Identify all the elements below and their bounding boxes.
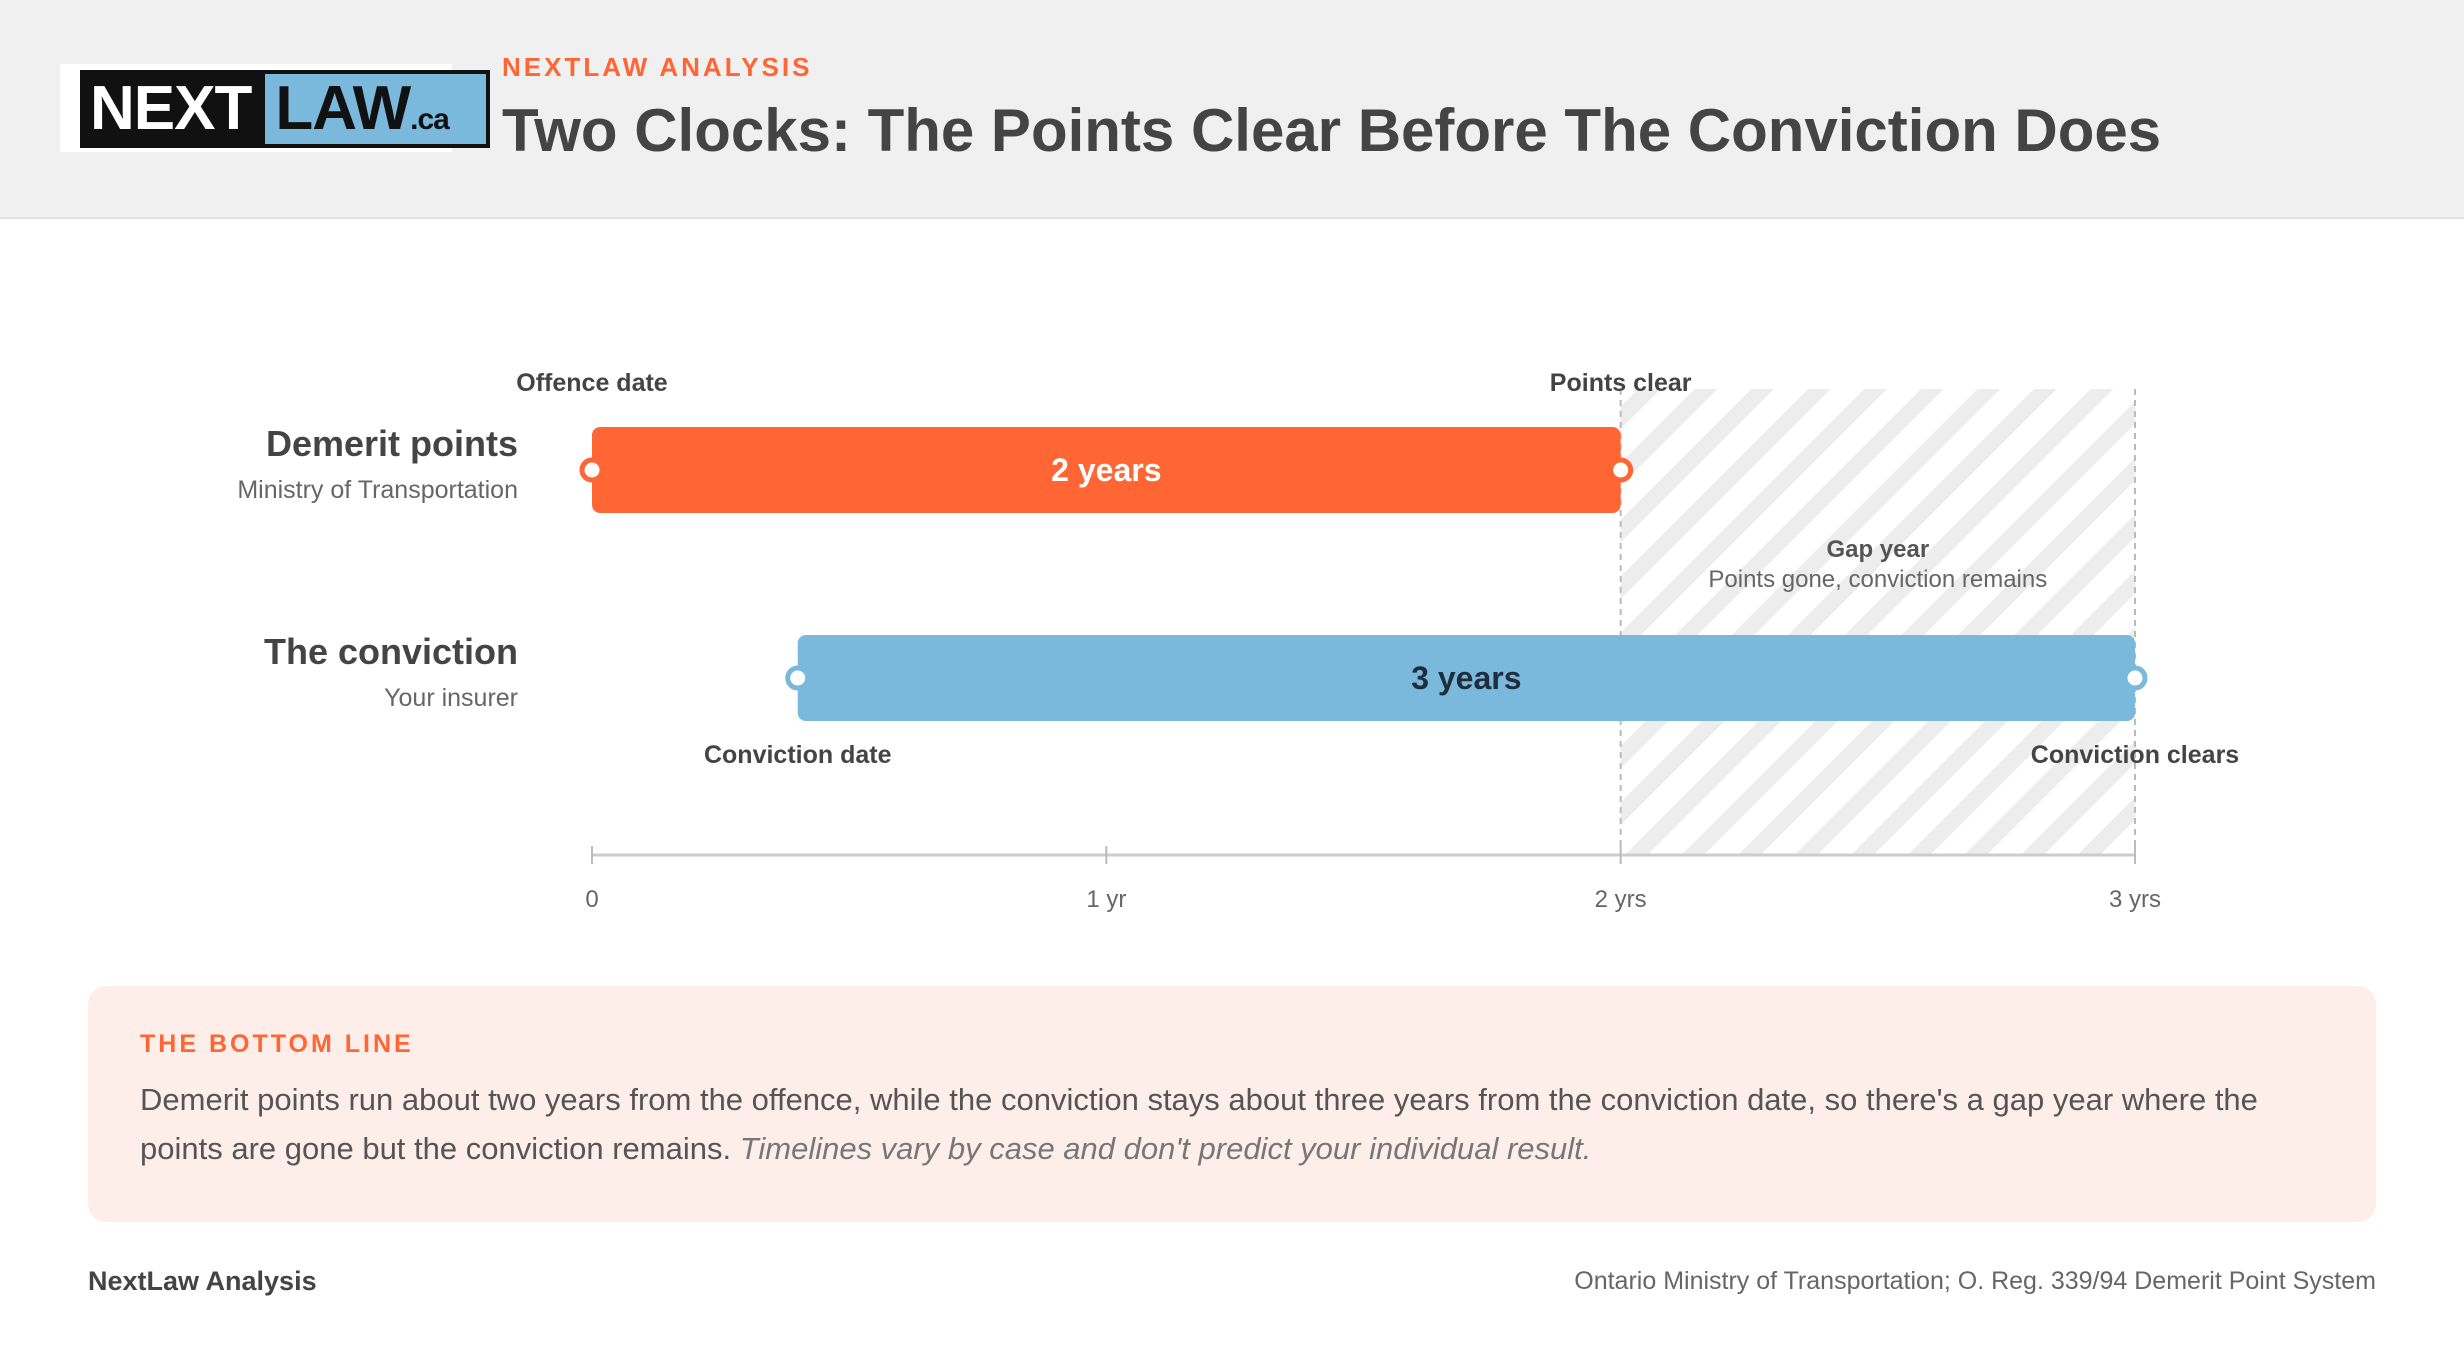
x-axis-tick-label-1: 1 yr [1086,886,1126,913]
logo-law: LAW.ca [265,74,486,144]
page-title: Two Clocks: The Points Clear Before The … [502,97,2162,164]
x-axis-tick-label-2: 2 yrs [1595,886,1647,913]
footer-source: Ontario Ministry of Transportation; O. R… [1574,1267,2376,1295]
callout-note: Timelines vary by case and don't predict… [739,1131,1592,1166]
start-label-2: Conviction date [704,741,892,769]
row-title-2: The conviction [264,631,518,672]
timeline-chart: Gap year Points gone, conviction remains 2… [237,369,2239,913]
x-axis-tick-label-0: 0 [585,886,598,913]
row-title-1: Demerit points [266,423,518,464]
gap-year-title: Gap year [1826,536,1929,563]
callout-body: Demerit points run about two years from … [140,1082,2258,1166]
bar-label-2: 3 years [1411,660,1521,696]
bar-2 [797,635,2135,721]
bar-start-marker-1 [579,457,605,483]
header-kicker: NEXTLAW ANALYSIS [502,52,813,82]
bar-end-marker-1 [1608,457,1634,483]
gap-year-region [1620,389,2135,855]
row-subtitle-1: Ministry of Transportation [237,476,518,504]
end-label-1: Points clear [1550,369,1692,397]
callout-kicker: THE BOTTOM LINE [140,1030,414,1058]
bar-label-1: 2 years [1051,452,1161,488]
x-axis-tick-label-3: 3 yrs [2109,886,2161,913]
nextlaw-logo: NEXT LAW.ca [60,64,490,152]
logo-next: NEXT [84,74,266,144]
gap-year-subtitle: Points gone, conviction remains [1708,566,2047,593]
bar-end-marker-2 [2122,665,2148,691]
start-label-1: Offence date [516,369,668,397]
footer-brand: NextLaw Analysis [88,1266,317,1296]
row-subtitle-2: Your insurer [384,684,518,712]
header: NEXT LAW.ca NEXTLAW ANALYSIS Two Clocks:… [0,0,2464,219]
bar-1 [592,427,1621,513]
end-label-2: Conviction clears [2031,741,2239,769]
bottom-line-callout: THE BOTTOM LINE Demerit points run about… [88,986,2376,1222]
bar-start-marker-2 [785,665,811,691]
